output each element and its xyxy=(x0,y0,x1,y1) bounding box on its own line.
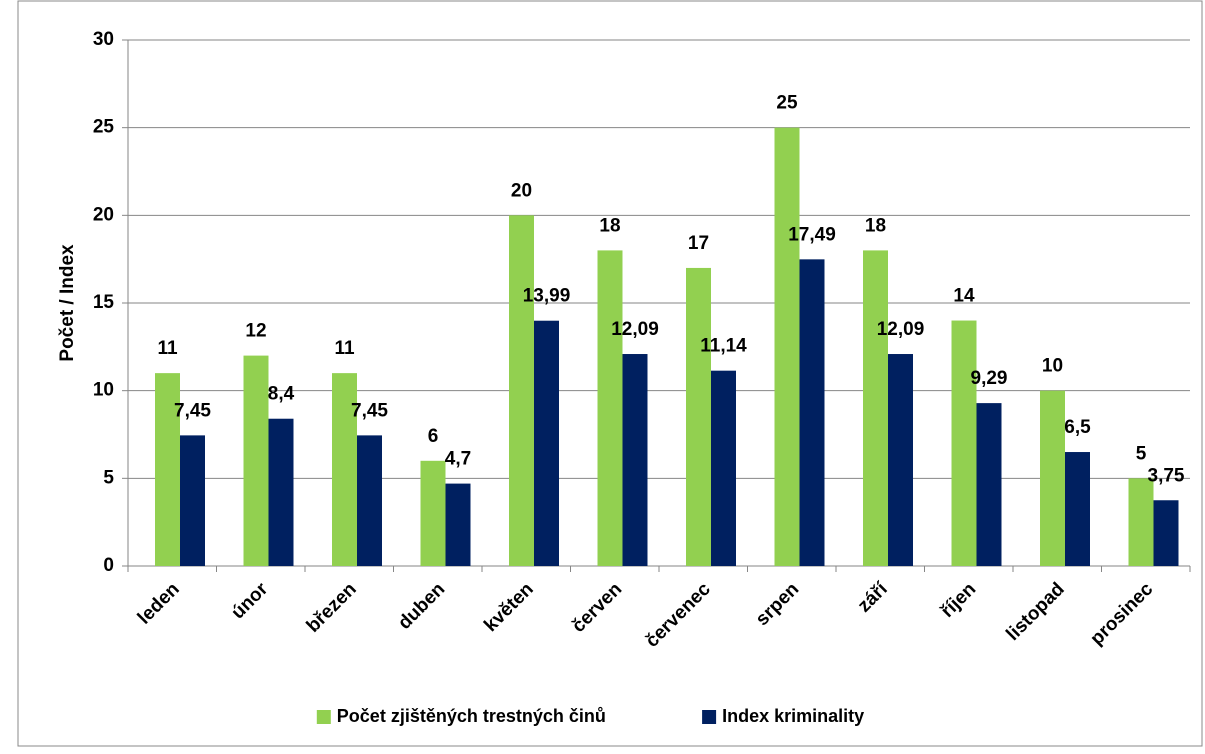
legend-label: Počet zjištěných trestných činů xyxy=(337,706,606,726)
data-label: 12,09 xyxy=(611,319,659,340)
data-label: 6,5 xyxy=(1064,417,1091,438)
x-tick-label: červen xyxy=(568,579,626,637)
data-label: 20 xyxy=(511,180,532,201)
data-label: 11 xyxy=(334,338,355,359)
bar xyxy=(799,259,825,566)
y-tick-label: 5 xyxy=(103,467,114,488)
x-tick-label: březen xyxy=(303,579,361,637)
bar xyxy=(180,435,205,566)
data-label: 8,4 xyxy=(268,384,295,405)
data-label: 4,7 xyxy=(445,449,471,470)
x-tick-label: únor xyxy=(228,578,273,623)
x-tick-label: květen xyxy=(480,579,537,636)
x-tick-label: leden xyxy=(134,579,184,629)
bar xyxy=(1153,500,1179,566)
bar xyxy=(445,483,471,566)
x-tick-label: září xyxy=(854,578,893,617)
x-tick-label: srpen xyxy=(752,579,803,630)
bar xyxy=(243,355,269,566)
data-label: 5 xyxy=(1136,443,1147,464)
y-tick-label: 25 xyxy=(93,117,115,138)
data-label: 13,99 xyxy=(523,286,571,307)
bar xyxy=(774,127,800,567)
x-tick-label: červenec xyxy=(642,578,715,651)
bar xyxy=(155,373,180,566)
chart-border xyxy=(17,0,1203,747)
y-tick-label: 20 xyxy=(93,204,114,225)
bar xyxy=(509,215,534,567)
bar xyxy=(863,250,888,566)
data-label: 3,75 xyxy=(1148,465,1185,486)
data-label: 18 xyxy=(865,215,886,236)
data-label: 7,45 xyxy=(351,400,388,421)
data-label: 12,09 xyxy=(877,319,925,340)
y-tick-label: 30 xyxy=(93,29,114,50)
bar xyxy=(1128,478,1154,566)
data-label: 12 xyxy=(245,321,266,342)
legend-swatch xyxy=(316,710,331,724)
bar xyxy=(420,460,446,566)
bar xyxy=(268,418,294,566)
y-tick-label: 0 xyxy=(103,555,114,576)
data-label: 7,45 xyxy=(174,400,211,421)
legend-swatch xyxy=(702,710,717,724)
x-tick-label: říjen xyxy=(937,579,980,622)
data-label: 6 xyxy=(428,426,439,447)
bar xyxy=(888,354,913,566)
data-label: 9,29 xyxy=(971,368,1008,389)
bar xyxy=(951,320,977,566)
y-tick-label: 15 xyxy=(93,292,115,313)
data-label: 18 xyxy=(599,215,620,236)
data-label: 14 xyxy=(953,286,975,307)
data-label: 25 xyxy=(776,93,798,114)
bar xyxy=(976,403,1002,566)
x-tick-label: listopad xyxy=(1002,579,1068,645)
bar xyxy=(711,370,736,566)
bar xyxy=(622,354,648,566)
bar xyxy=(534,320,559,566)
bar xyxy=(686,267,711,566)
bar xyxy=(1065,452,1090,566)
y-tick-label: 10 xyxy=(93,380,114,401)
y-axis-label: Počet / Index xyxy=(57,244,78,362)
data-label: 17,49 xyxy=(788,224,836,245)
x-tick-label: duben xyxy=(394,579,449,634)
data-label: 17 xyxy=(688,233,709,254)
bar xyxy=(1040,390,1065,566)
data-label: 10 xyxy=(1042,356,1063,377)
bar xyxy=(332,373,357,566)
x-tick-label: prosinec xyxy=(1086,578,1157,649)
data-label: 11 xyxy=(157,338,178,359)
bar xyxy=(597,250,623,566)
bar xyxy=(357,435,382,566)
data-label: 11,14 xyxy=(700,336,747,357)
legend-label: Index kriminality xyxy=(722,706,864,726)
